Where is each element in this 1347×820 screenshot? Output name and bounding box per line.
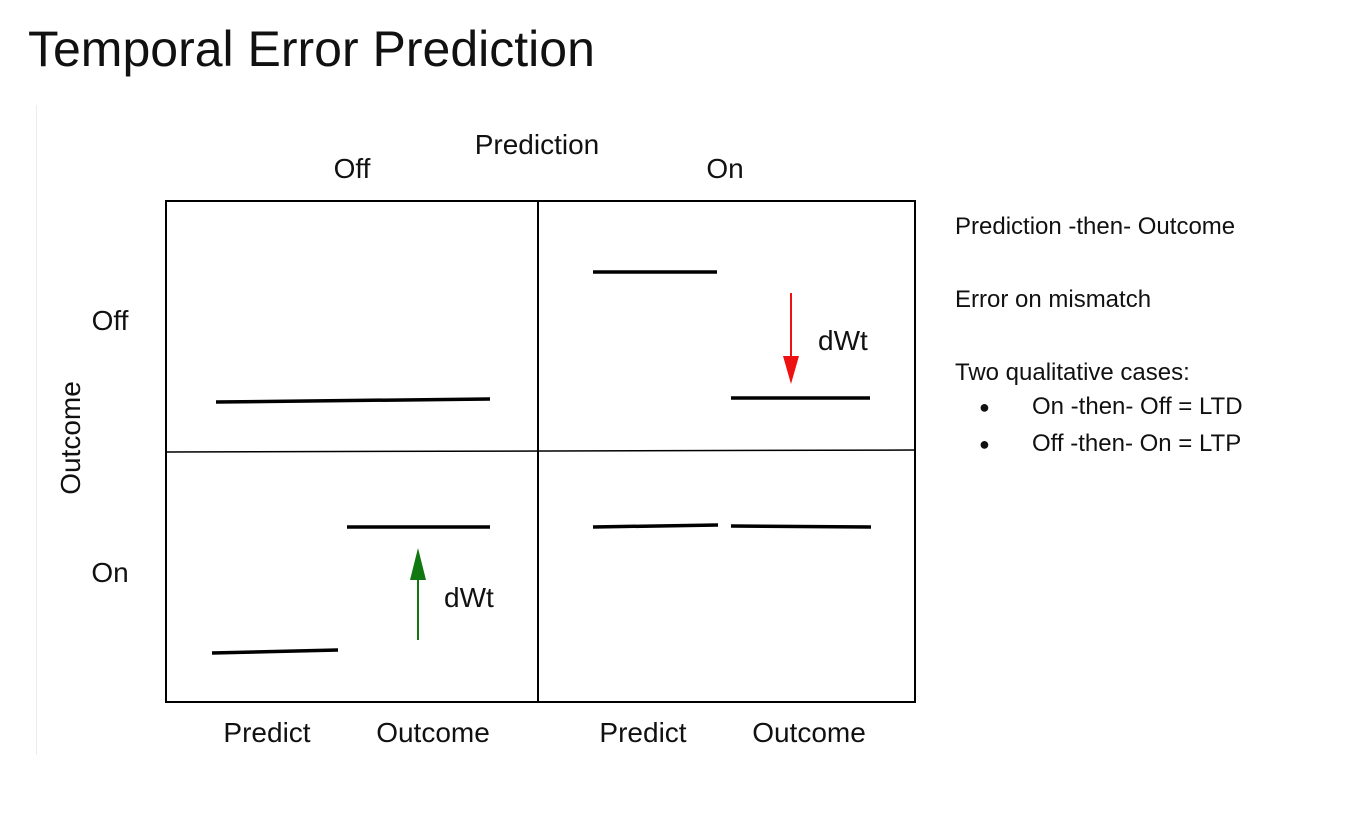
explanation-notes: Prediction -then- Outcome Error on misma… — [955, 213, 1335, 467]
bottom-label-outcome-2: Outcome — [752, 717, 866, 748]
matrix-horizontal-divider — [165, 449, 916, 453]
divider — [36, 105, 37, 755]
case-ltd: On -then- Off = LTD — [1032, 393, 1243, 421]
note-cases-heading: Two qualitative cases: — [955, 358, 1190, 386]
slide-title: Temporal Error Prediction — [28, 21, 595, 77]
trace-on-on-predict — [592, 523, 719, 529]
trace-on-on-outcome — [730, 524, 872, 529]
bullet-icon: ● — [979, 434, 990, 455]
column-label-on: On — [706, 153, 743, 184]
trace-off-off — [215, 397, 491, 404]
note-sequence: Prediction -then- Outcome — [955, 213, 1236, 240]
row-axis-title: Outcome — [55, 381, 86, 495]
bullet-icon: ● — [979, 397, 990, 418]
column-axis-title: Prediction — [475, 129, 600, 160]
column-label-off: Off — [334, 153, 371, 184]
bottom-label-outcome-1: Outcome — [376, 717, 490, 748]
increase-arrow-head — [410, 548, 426, 580]
case-ltp: Off -then- On = LTP — [1032, 430, 1242, 458]
bottom-label-predict-2: Predict — [599, 717, 686, 748]
row-label-on: On — [91, 557, 128, 588]
list-item: ● Off -then- On = LTP — [955, 430, 1335, 459]
cases-list: ● On -then- Off = LTD ● Off -then- On = … — [955, 393, 1335, 459]
trace-predict-low — [211, 648, 339, 655]
row-label-off: Off — [92, 305, 129, 336]
decrease-arrow-head — [783, 356, 799, 384]
list-item: ● On -then- Off = LTD — [955, 393, 1335, 422]
bottom-label-predict-1: Predict — [223, 717, 310, 748]
increase-arrow-label: dWt — [444, 582, 494, 613]
decrease-arrow-label: dWt — [818, 325, 868, 356]
note-error: Error on mismatch — [955, 285, 1152, 313]
